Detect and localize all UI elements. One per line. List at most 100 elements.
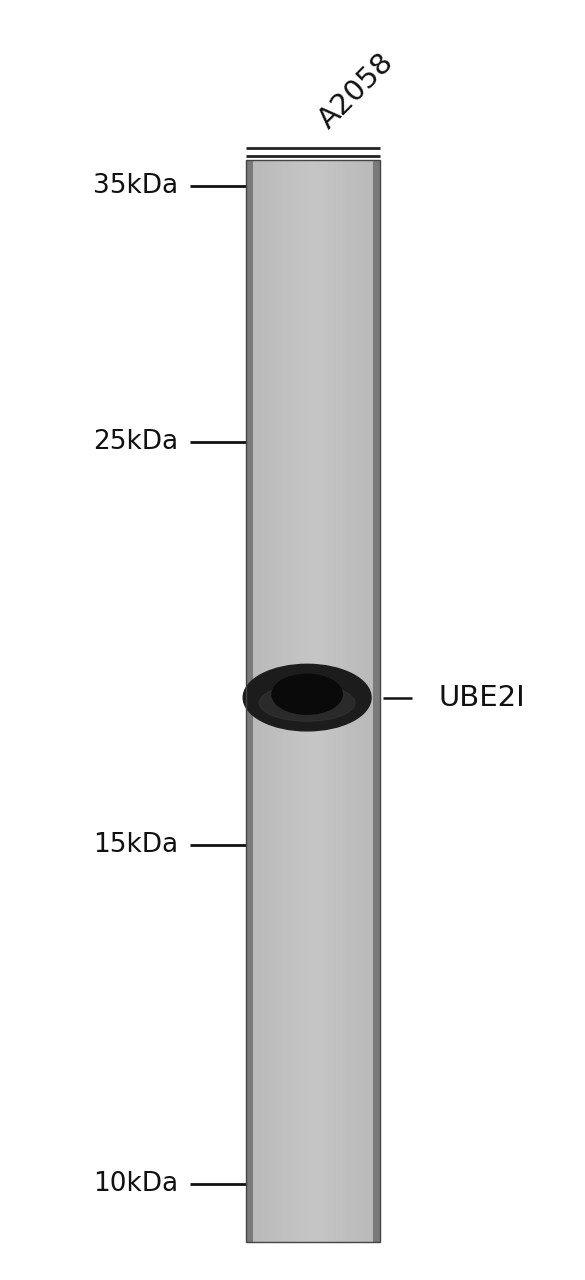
Bar	[283, 160, 285, 1242]
Bar	[349, 160, 351, 1242]
Bar	[251, 160, 253, 1242]
Bar	[294, 160, 296, 1242]
Bar	[377, 160, 380, 1242]
Bar	[326, 160, 328, 1242]
Bar	[337, 160, 339, 1242]
Bar	[273, 160, 274, 1242]
Bar	[289, 160, 291, 1242]
Bar	[301, 160, 303, 1242]
Bar	[263, 160, 265, 1242]
Bar	[281, 160, 283, 1242]
Bar	[305, 160, 307, 1242]
Bar	[316, 160, 318, 1242]
Bar	[374, 160, 376, 1242]
Bar	[313, 160, 315, 1242]
Ellipse shape	[259, 685, 355, 721]
Bar	[256, 160, 259, 1242]
Text: 25kDa: 25kDa	[93, 429, 178, 454]
Text: 35kDa: 35kDa	[93, 173, 178, 198]
Bar	[247, 160, 249, 1242]
Bar	[286, 160, 288, 1242]
Bar	[295, 160, 297, 1242]
Bar	[312, 160, 314, 1242]
Bar	[254, 160, 256, 1242]
Bar	[370, 160, 371, 1242]
Bar	[333, 160, 335, 1242]
Bar	[318, 160, 321, 1242]
Bar	[372, 160, 374, 1242]
Bar	[324, 160, 326, 1242]
Bar	[357, 160, 359, 1242]
Bar	[298, 160, 300, 1242]
Bar	[260, 160, 263, 1242]
Ellipse shape	[272, 675, 342, 714]
Bar	[343, 160, 345, 1242]
Bar	[329, 160, 331, 1242]
Bar	[379, 160, 381, 1242]
Bar	[250, 160, 252, 1242]
Bar	[282, 160, 284, 1242]
Bar	[339, 160, 340, 1242]
Bar	[360, 160, 362, 1242]
Bar	[308, 160, 309, 1242]
Bar	[350, 160, 353, 1242]
Bar	[271, 160, 273, 1242]
Bar	[362, 160, 363, 1242]
Bar	[319, 160, 322, 1242]
Bar	[253, 160, 254, 1242]
Bar	[376, 160, 378, 1242]
Bar	[297, 160, 299, 1242]
Bar	[359, 160, 360, 1242]
Bar	[304, 160, 305, 1242]
Bar	[321, 160, 323, 1242]
Bar	[291, 160, 293, 1242]
Bar	[309, 160, 311, 1242]
Bar	[287, 160, 290, 1242]
Bar	[331, 160, 332, 1242]
Bar	[246, 160, 247, 1242]
Bar	[345, 160, 347, 1242]
Bar	[356, 160, 358, 1242]
Text: A2058: A2058	[313, 49, 399, 134]
Bar	[355, 160, 357, 1242]
Bar	[262, 160, 264, 1242]
Bar	[353, 160, 355, 1242]
Bar	[310, 160, 312, 1242]
Bar	[346, 160, 349, 1242]
Bar	[285, 160, 287, 1242]
Bar	[274, 160, 276, 1242]
Bar	[366, 160, 367, 1242]
Bar	[344, 160, 346, 1242]
Bar	[332, 160, 333, 1242]
Bar	[340, 160, 342, 1242]
Bar	[348, 160, 350, 1242]
Bar	[258, 160, 260, 1242]
Ellipse shape	[243, 664, 371, 731]
Bar	[317, 160, 319, 1242]
Bar	[276, 160, 277, 1242]
Bar	[267, 160, 269, 1242]
Bar	[249, 160, 250, 1242]
Text: UBE2I: UBE2I	[439, 684, 525, 712]
Bar	[246, 160, 253, 1242]
Bar	[364, 160, 366, 1242]
Bar	[259, 160, 261, 1242]
Bar	[246, 160, 380, 1242]
Bar	[375, 160, 377, 1242]
Bar	[325, 160, 327, 1242]
Text: 10kDa: 10kDa	[93, 1171, 178, 1197]
Bar	[264, 160, 266, 1242]
Bar	[292, 160, 295, 1242]
Bar	[302, 160, 304, 1242]
Bar	[266, 160, 268, 1242]
Bar	[269, 160, 270, 1242]
Bar	[373, 160, 380, 1242]
Bar	[335, 160, 336, 1242]
Bar	[278, 160, 280, 1242]
Bar	[314, 160, 316, 1242]
Bar	[371, 160, 373, 1242]
Bar	[363, 160, 364, 1242]
Bar	[322, 160, 324, 1242]
Bar	[270, 160, 272, 1242]
Bar	[352, 160, 354, 1242]
